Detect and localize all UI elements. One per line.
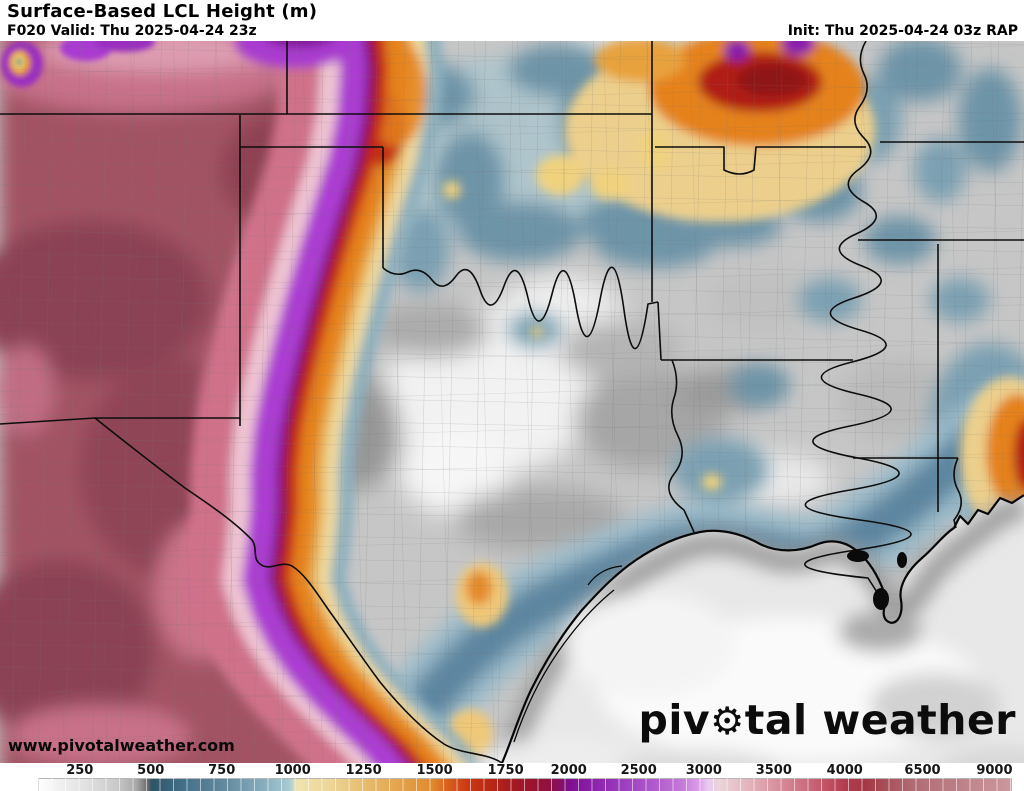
colorbar-label-2000: 2000 xyxy=(550,763,587,778)
logo-text-suffix: tal weather xyxy=(744,696,1016,744)
colorbar-label-4000: 4000 xyxy=(826,763,863,778)
model-init-label: Init: Thu 2025-04-24 03z RAP xyxy=(787,23,1018,39)
header-bar: Surface-Based LCL Height (m) F020 Valid:… xyxy=(0,0,1024,41)
colorbar-label-750: 750 xyxy=(208,763,236,778)
colorbar-label-6500: 6500 xyxy=(904,763,941,778)
colorbar-label-3000: 3000 xyxy=(685,763,722,778)
forecast-valid-label: F020 Valid: Thu 2025-04-24 23z xyxy=(7,23,257,39)
colorbar-footer: 250 500 750 1000 1250 1500 1750 2000 2500 3000 350… xyxy=(0,763,1024,791)
logo-text-prefix: piv xyxy=(638,696,711,744)
colorbar-label-9000: 9000 xyxy=(976,763,1013,778)
pivotal-weather-logo: piv⚙tal weather xyxy=(639,700,1016,741)
page-title: Surface-Based LCL Height (m) xyxy=(7,1,318,22)
colorbar-cell-separators xyxy=(38,778,1012,791)
state-borders xyxy=(0,41,1024,763)
colorbar-label-1000: 1000 xyxy=(274,763,311,778)
colorbar-label-1250: 1250 xyxy=(345,763,382,778)
colorbar-scale-labels: 250 500 750 1000 1250 1500 1750 2000 2500 3000 350… xyxy=(38,763,1013,778)
colorbar-label-2500: 2500 xyxy=(620,763,657,778)
colorbar-label-3500: 3500 xyxy=(755,763,792,778)
watermark-url: www.pivotalweather.com xyxy=(8,736,235,755)
colorbar-label-500: 500 xyxy=(137,763,165,778)
county-grid xyxy=(0,41,1024,763)
gear-icon: ⚙ xyxy=(710,699,745,743)
colorbar-label-1500: 1500 xyxy=(416,763,453,778)
colorbar-label-250: 250 xyxy=(66,763,94,778)
colorbar-label-1750: 1750 xyxy=(487,763,524,778)
coastline xyxy=(500,494,1024,763)
